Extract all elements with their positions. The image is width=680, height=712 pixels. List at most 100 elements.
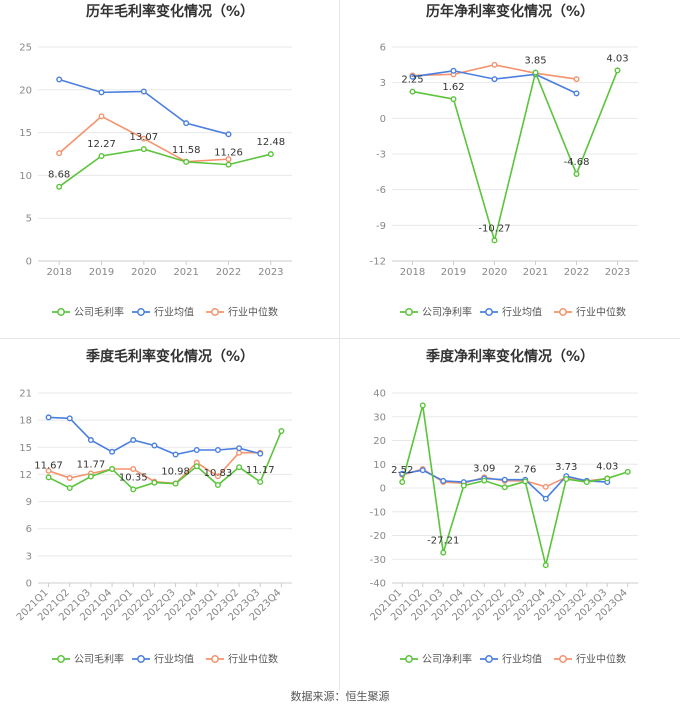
y-tick-label: 20 bbox=[373, 436, 386, 447]
company-point bbox=[573, 170, 580, 177]
company-point bbox=[491, 237, 498, 244]
industry-median-legend-marker bbox=[211, 655, 219, 663]
y-tick-label: 10 bbox=[373, 460, 386, 471]
y-tick-label: -3 bbox=[376, 150, 386, 161]
y-tick-label: 15 bbox=[19, 128, 32, 139]
quarterly-net-margin-panel: 季度净利率变化情况（%） -40 -30 -20 -10 0 10 20 30 40 2021Q1 2… bbox=[340, 345, 680, 685]
data-label: 10.35 bbox=[119, 472, 148, 483]
industry-avg-point bbox=[214, 446, 221, 453]
industry-median-legend-marker bbox=[211, 308, 219, 316]
legend: 公司毛利率 行业均值 行业中位数 bbox=[52, 306, 278, 319]
x-tick-label: 2018 bbox=[400, 267, 425, 278]
data-label: 12.27 bbox=[87, 139, 116, 150]
industry-avg-legend-marker bbox=[485, 655, 493, 663]
company-point bbox=[278, 427, 285, 434]
quarterly-net-margin-chart: 季度净利率变化情况（%）-40-30-20-100102030402021Q12… bbox=[369, 348, 638, 666]
industry-median-point bbox=[225, 156, 232, 163]
industry-avg-line bbox=[48, 416, 261, 456]
legend: 公司净利率 行业均值 行业中位数 bbox=[400, 306, 626, 319]
y-tick-label: -40 bbox=[370, 579, 386, 590]
y-tick-label: 10 bbox=[19, 171, 32, 182]
industry-median-legend-marker bbox=[559, 655, 567, 663]
industry-median-point bbox=[573, 76, 580, 83]
x-tick-label: 2020 bbox=[482, 267, 507, 278]
company-point bbox=[450, 96, 457, 103]
data-label: 11.58 bbox=[172, 145, 201, 156]
vertical-divider bbox=[339, 0, 340, 690]
y-tick-label: 18 bbox=[19, 416, 32, 427]
company-point bbox=[66, 484, 73, 491]
company-point bbox=[172, 480, 179, 487]
x-tick-label: 2023 bbox=[605, 267, 630, 278]
company-point bbox=[501, 484, 508, 491]
company-point bbox=[542, 562, 549, 569]
company-legend-marker bbox=[405, 655, 413, 663]
quarterly-gross-margin-panel: 季度毛利率变化情况（%） 0 3 6 9 12 15 18 21 2021Q1 2021Q2 2021… bbox=[0, 345, 340, 685]
company-point bbox=[563, 476, 570, 483]
y-tick-label: 5 bbox=[26, 214, 32, 225]
company-point bbox=[257, 478, 264, 485]
x-tick-label: 2021 bbox=[523, 267, 548, 278]
y-tick-label: -6 bbox=[376, 185, 386, 196]
y-tick-label: 0 bbox=[26, 579, 32, 590]
annual-gross-margin-panel: 历年毛利率变化情况（%） 0 5 10 15 20 25 2018 2019 2020 2021 20… bbox=[0, 0, 340, 340]
industry-median-point bbox=[491, 61, 498, 68]
company-line bbox=[401, 405, 628, 566]
data-label: 11.77 bbox=[77, 460, 106, 471]
company-point bbox=[624, 468, 631, 475]
industry-avg-point bbox=[66, 415, 73, 422]
industry-median-legend-label: 行业中位数 bbox=[228, 306, 278, 319]
x-tick-label: 2022 bbox=[216, 267, 241, 278]
data-label: 12.48 bbox=[257, 137, 286, 148]
y-tick-label: 40 bbox=[373, 389, 386, 400]
x-tick-label: 2023 bbox=[258, 267, 283, 278]
company-point bbox=[130, 486, 137, 493]
industry-median-point bbox=[45, 467, 52, 474]
x-tick-label: 2019 bbox=[89, 267, 114, 278]
industry-median-point bbox=[56, 150, 63, 157]
data-label: 11.17 bbox=[246, 465, 275, 476]
company-legend-marker bbox=[57, 655, 65, 663]
y-tick-label: 3 bbox=[26, 551, 32, 562]
company-line bbox=[58, 148, 272, 188]
industry-avg-legend-marker bbox=[137, 655, 145, 663]
industry-avg-point bbox=[257, 450, 264, 457]
company-legend-label: 公司净利率 bbox=[422, 306, 472, 319]
industry-median-point bbox=[542, 483, 549, 490]
company-legend-label: 公司毛利率 bbox=[74, 653, 124, 666]
industry-avg-point bbox=[440, 477, 447, 484]
industry-avg-legend-marker bbox=[485, 308, 493, 316]
data-label: 10.98 bbox=[161, 467, 190, 478]
y-tick-label: 6 bbox=[380, 43, 386, 54]
x-tick-label: 2020 bbox=[131, 267, 156, 278]
company-legend-label: 公司净利率 bbox=[422, 653, 472, 666]
industry-avg-point bbox=[45, 414, 52, 421]
industry-avg-legend-marker bbox=[137, 308, 145, 316]
x-tick-label: 2018 bbox=[46, 267, 71, 278]
y-tick-label: 0 bbox=[380, 114, 386, 125]
company-point bbox=[225, 161, 232, 168]
data-label: 3.09 bbox=[473, 464, 495, 475]
company-point bbox=[583, 479, 590, 486]
industry-avg-point bbox=[236, 445, 243, 452]
horizontal-divider bbox=[0, 338, 680, 339]
industry-median-legend-label: 行业中位数 bbox=[576, 306, 626, 319]
company-line bbox=[48, 430, 283, 491]
legend: 公司净利率 行业均值 行业中位数 bbox=[400, 653, 626, 666]
annual-gross-margin-chart: 历年毛利率变化情况（%） 0 5 10 15 20 25 2018 2019 2020 2021 20… bbox=[19, 3, 292, 319]
company-point bbox=[140, 146, 147, 153]
industry-avg-point bbox=[193, 446, 200, 453]
y-tick-label: -9 bbox=[376, 221, 386, 232]
industry-avg-point bbox=[183, 120, 190, 127]
y-tick-label: 25 bbox=[19, 43, 32, 54]
chart-title: 季度净利率变化情况（%） bbox=[425, 348, 594, 365]
company-point bbox=[409, 88, 416, 95]
company-line bbox=[412, 69, 619, 244]
company-point bbox=[236, 464, 243, 471]
industry-avg-point bbox=[450, 67, 457, 74]
industry-median-legend-marker bbox=[559, 308, 567, 316]
industry-avg-point bbox=[225, 131, 232, 138]
industry-avg-point bbox=[56, 76, 63, 83]
data-label: 2.52 bbox=[391, 465, 413, 476]
industry-median-point bbox=[130, 465, 137, 472]
